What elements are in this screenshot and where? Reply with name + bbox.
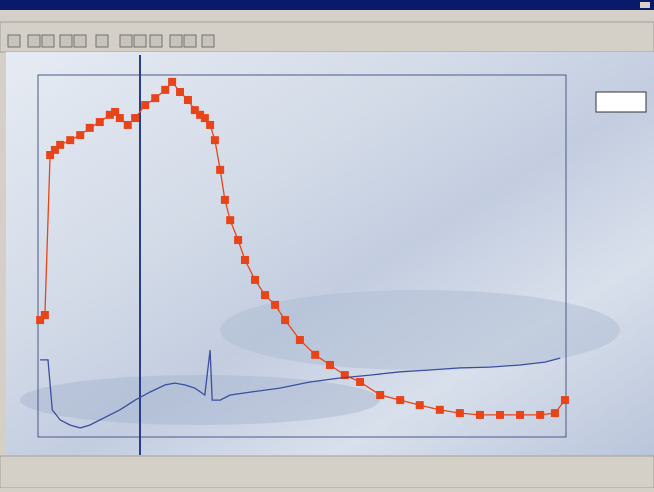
tool-button[interactable] xyxy=(202,35,214,47)
tool-button[interactable] xyxy=(74,35,86,47)
tool-button[interactable] xyxy=(150,35,162,47)
point-marker xyxy=(281,316,289,324)
point-marker xyxy=(561,396,569,404)
point-marker xyxy=(86,124,94,132)
point-marker xyxy=(221,196,229,204)
point-marker xyxy=(516,411,524,419)
point-marker xyxy=(41,311,49,319)
point-marker xyxy=(206,121,214,129)
tool-button[interactable] xyxy=(42,35,54,47)
app-window xyxy=(0,0,654,488)
point-marker xyxy=(326,361,334,369)
point-marker xyxy=(296,336,304,344)
backdrop-swirl xyxy=(20,375,380,425)
point-marker xyxy=(456,409,464,417)
menu-bar xyxy=(0,10,654,22)
point-marker xyxy=(184,96,192,104)
point-marker xyxy=(356,378,364,386)
point-marker xyxy=(241,256,249,264)
point-marker xyxy=(234,236,242,244)
tool-button[interactable] xyxy=(60,35,72,47)
close-button[interactable] xyxy=(640,2,650,8)
tool-button[interactable] xyxy=(96,35,108,47)
point-marker xyxy=(261,291,269,299)
point-marker xyxy=(551,409,559,417)
point-marker xyxy=(116,114,124,122)
point-marker xyxy=(311,351,319,359)
point-marker xyxy=(226,216,234,224)
point-marker xyxy=(476,411,484,419)
point-marker xyxy=(536,411,544,419)
tool-button[interactable] xyxy=(8,35,20,47)
point-marker xyxy=(211,136,219,144)
point-marker xyxy=(396,396,404,404)
title-bar xyxy=(0,0,654,10)
point-marker xyxy=(141,101,149,109)
legend-box xyxy=(596,92,646,112)
tool-button[interactable] xyxy=(120,35,132,47)
point-marker xyxy=(376,391,384,399)
point-marker xyxy=(168,78,176,86)
point-marker xyxy=(216,166,224,174)
point-marker xyxy=(176,88,184,96)
status-bar xyxy=(0,456,654,488)
point-marker xyxy=(124,121,132,129)
point-marker xyxy=(66,136,74,144)
point-marker xyxy=(251,276,259,284)
point-marker xyxy=(436,406,444,414)
screen xyxy=(0,0,654,488)
point-marker xyxy=(151,94,159,102)
tool-button[interactable] xyxy=(134,35,146,47)
point-marker xyxy=(271,301,279,309)
point-marker xyxy=(496,411,504,419)
point-marker xyxy=(131,114,139,122)
tool-button[interactable] xyxy=(28,35,40,47)
point-marker xyxy=(96,118,104,126)
point-marker xyxy=(161,86,169,94)
point-marker xyxy=(201,114,209,122)
point-marker xyxy=(416,401,424,409)
point-marker xyxy=(56,141,64,149)
tool-button[interactable] xyxy=(184,35,196,47)
tool-button[interactable] xyxy=(170,35,182,47)
point-marker xyxy=(76,131,84,139)
